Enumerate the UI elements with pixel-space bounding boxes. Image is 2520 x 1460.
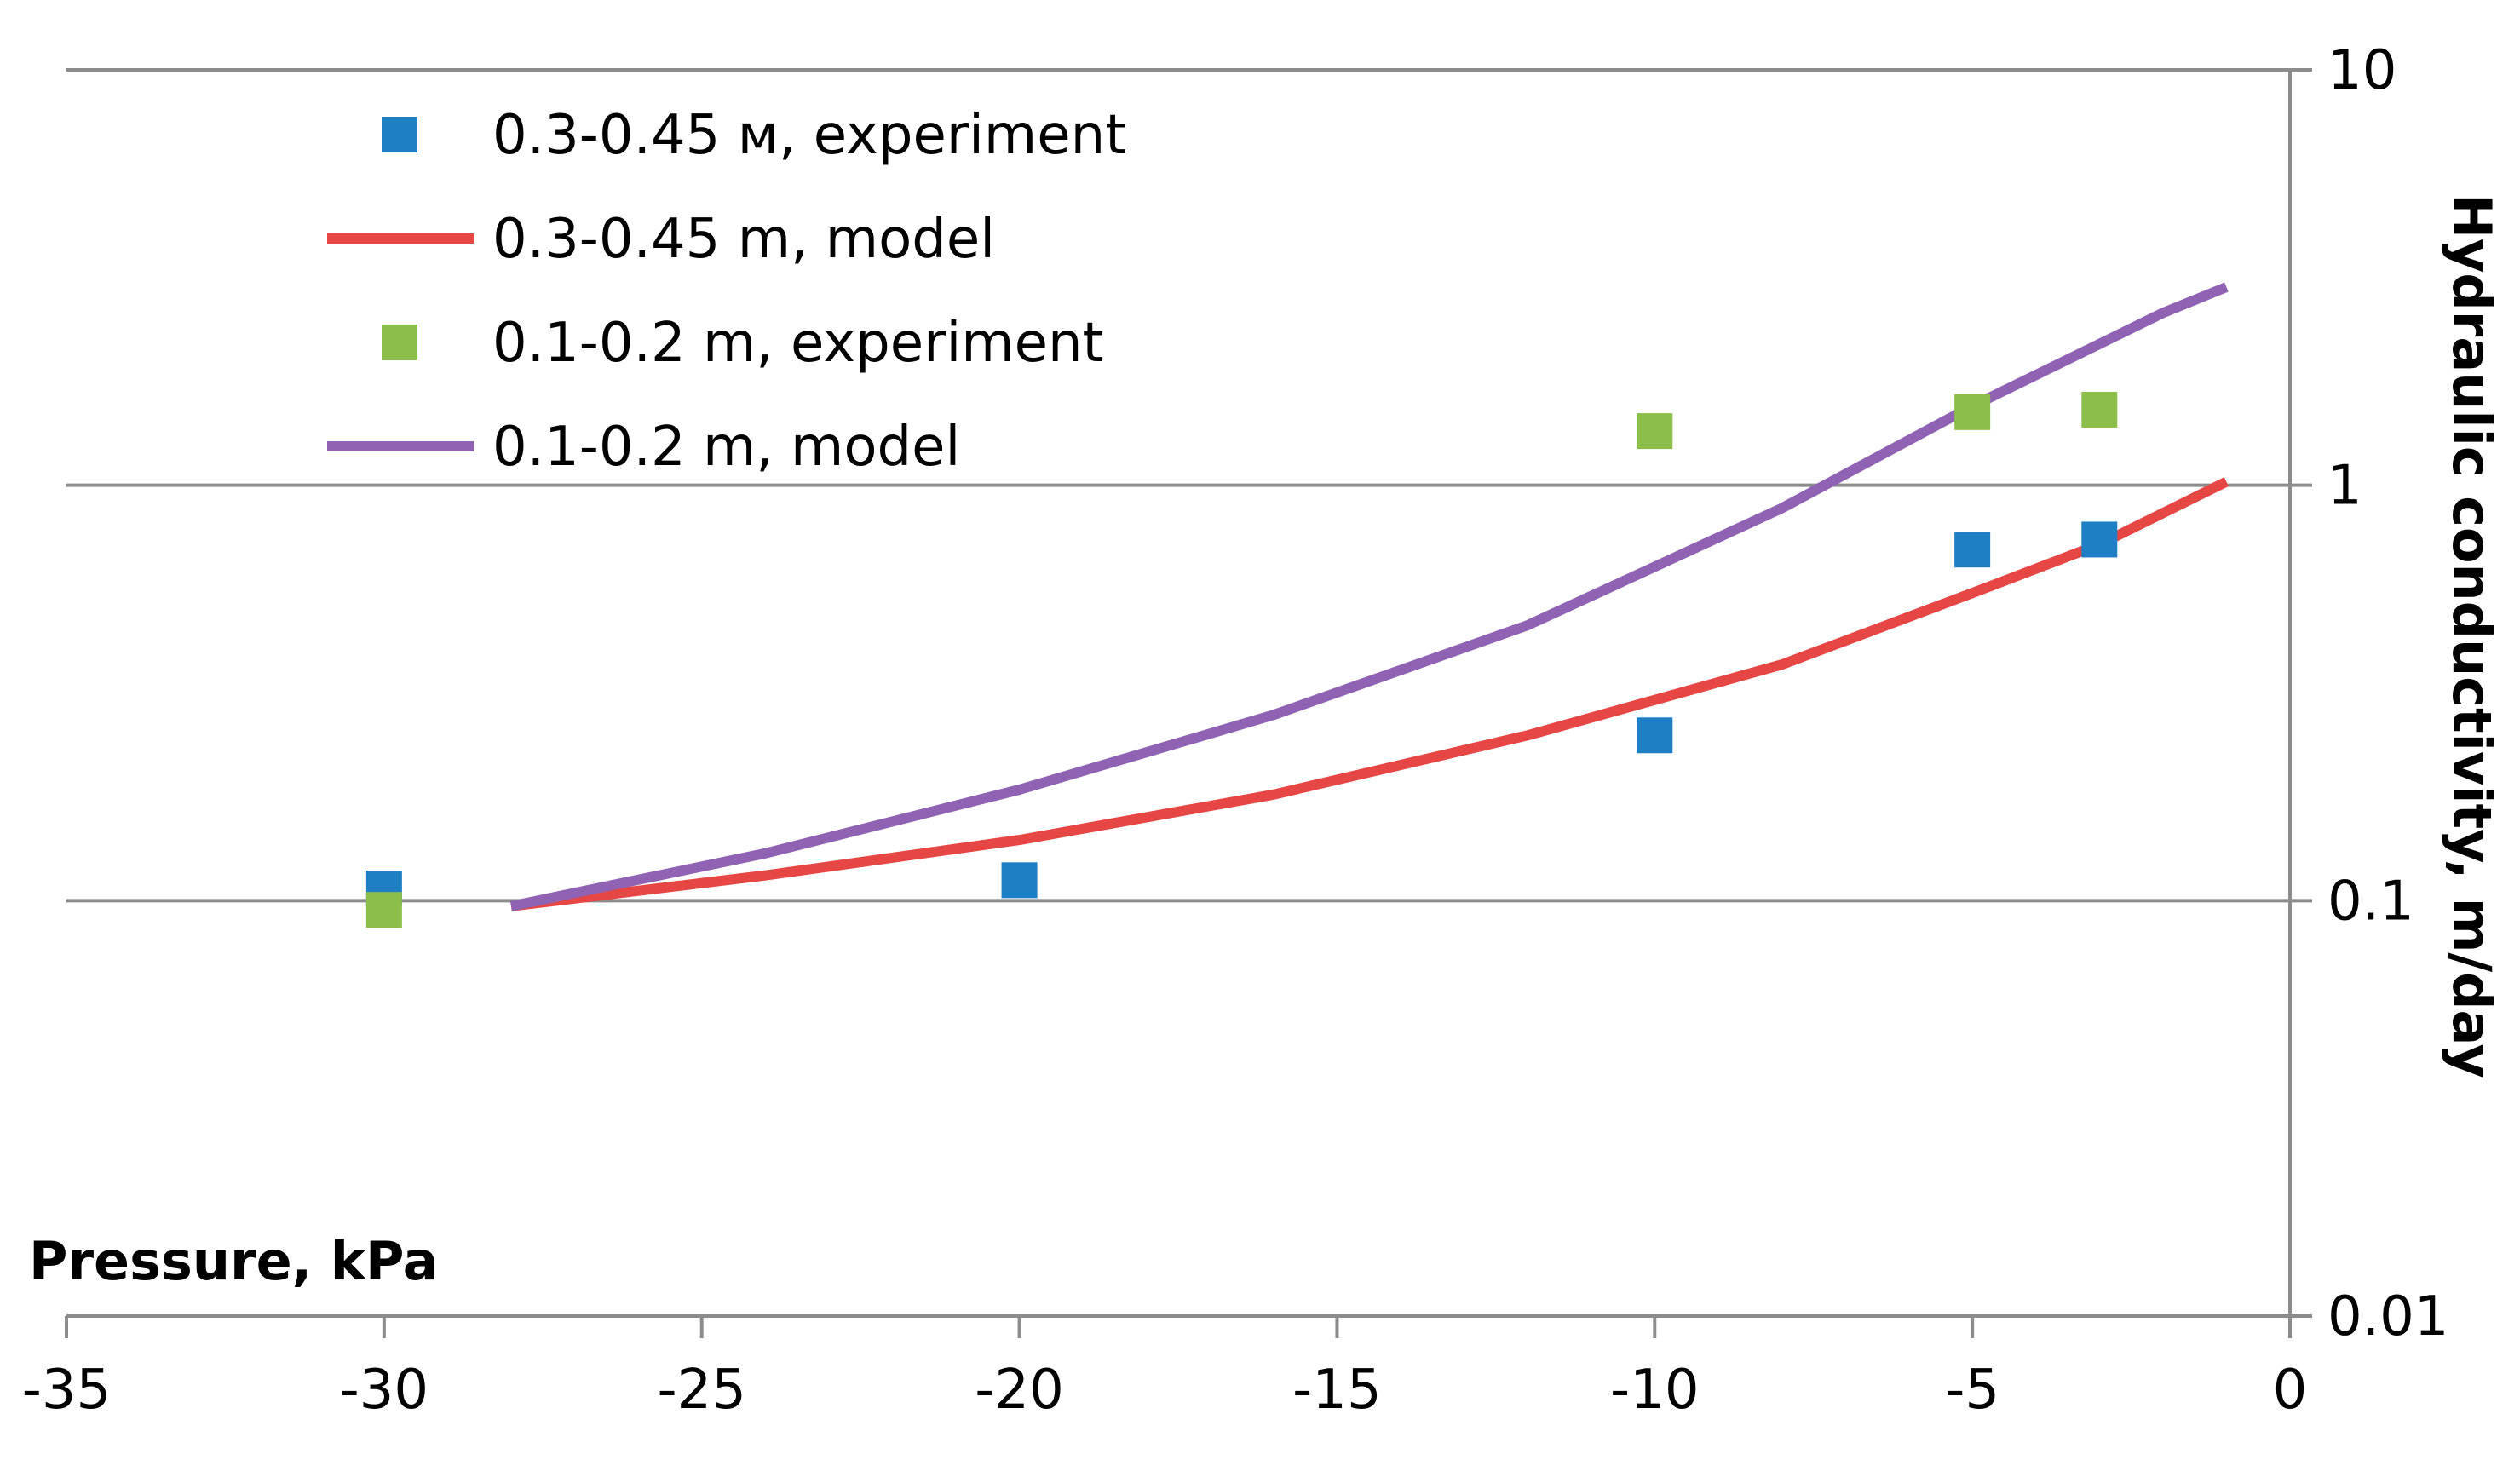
y-tick-label: 0.1	[2327, 870, 2414, 933]
legend-label: 0.1-0.2 m, model	[492, 416, 960, 479]
series-0-point-2	[1637, 717, 1673, 754]
series-line-1	[510, 477, 2229, 911]
x-axis-title: Pressure, kPa	[29, 1230, 439, 1292]
series-2-point-2	[1954, 394, 1991, 430]
data-series	[365, 282, 2229, 928]
y-axis-title: Hydraulic conductivity, m/day	[2441, 194, 2503, 1078]
series-line-3	[509, 282, 2229, 911]
x-tick-label: -30	[340, 1359, 429, 1422]
y-tick-label: 0.01	[2327, 1285, 2449, 1348]
series-0-point-4	[2081, 521, 2118, 558]
series-2-point-0	[365, 892, 402, 928]
grid-lines	[66, 68, 2290, 1318]
x-tick-label: -20	[975, 1359, 1064, 1422]
y-tick-label: 10	[2327, 39, 2396, 102]
x-tick-label: 0	[2273, 1359, 2308, 1422]
axes	[65, 68, 2312, 1338]
series-2-point-1	[1637, 413, 1673, 450]
legend-marker-0	[382, 117, 417, 152]
legend-marker-2	[382, 325, 417, 360]
y-tick-label: 1	[2327, 455, 2362, 518]
x-tick-label: -35	[22, 1359, 112, 1422]
legend-label: 0.1-0.2 m, experiment	[492, 312, 1104, 375]
legend: 0.3-0.45 м, experiment 0.3-0.45 m, model 0…	[327, 104, 1126, 479]
series-0-point-3	[1954, 532, 1991, 568]
x-tick-label: -15	[1292, 1359, 1382, 1422]
legend-label: 0.3-0.45 м, experiment	[492, 104, 1126, 167]
x-tick-label: -25	[657, 1359, 746, 1422]
legend-label: 0.3-0.45 m, model	[492, 208, 995, 271]
series-2-point-3	[2081, 391, 2118, 428]
x-tick-label: -10	[1610, 1359, 1700, 1422]
tick-labels: 0.01 0.1 1 10 -35 -30 -25 -20 -15 -10 -5 0	[22, 39, 2449, 1422]
series-0-point-1	[1001, 862, 1038, 899]
x-tick-label: -5	[1945, 1359, 1999, 1422]
